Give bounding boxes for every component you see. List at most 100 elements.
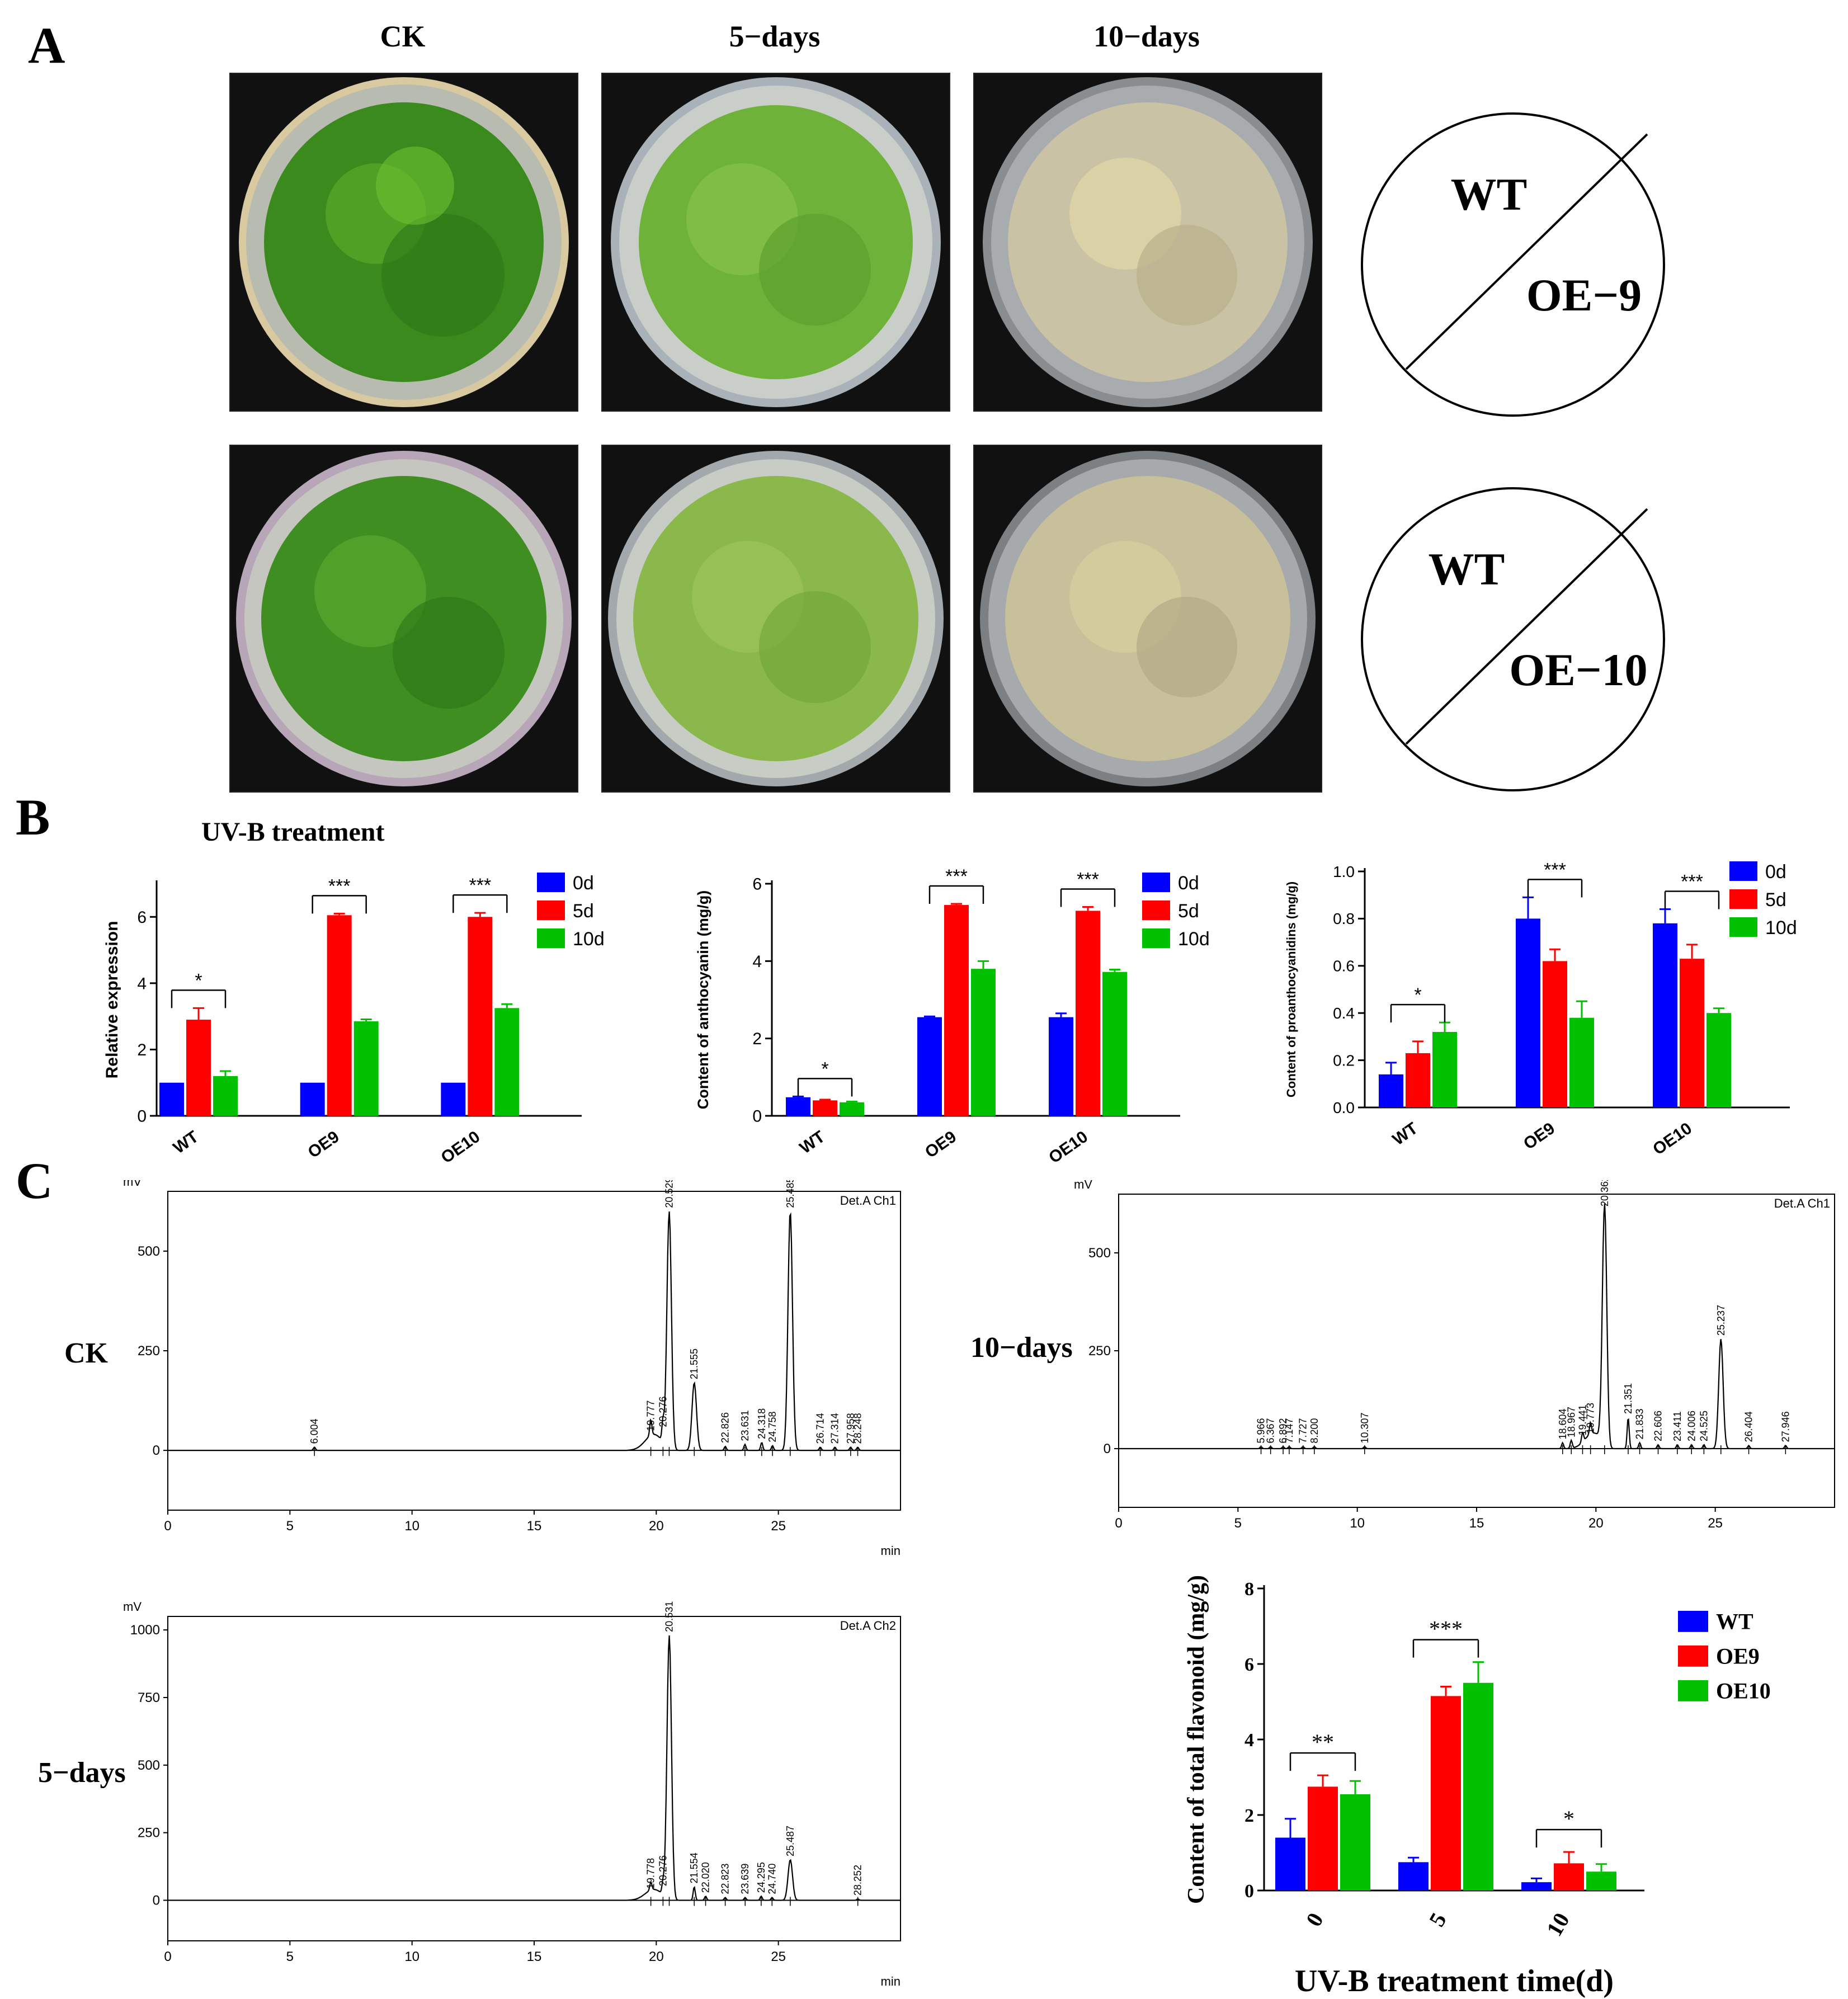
y-tick-label: 750	[138, 1690, 160, 1705]
channel-label: Det.A Ch2	[840, 1619, 896, 1633]
legend-swatch	[1678, 1646, 1708, 1667]
channel-label: Det.A Ch1	[840, 1194, 896, 1208]
bar	[1076, 911, 1100, 1116]
bar	[300, 1082, 325, 1116]
peak-label: 5.966	[1256, 1418, 1267, 1443]
channel-label: Det.A Ch1	[1774, 1196, 1830, 1210]
y-axis-label: Relative expression	[103, 921, 121, 1079]
y-tick-label: 8	[1244, 1579, 1254, 1600]
x-tick-label: 0	[164, 1949, 171, 1964]
peak-label: 19.773	[1585, 1403, 1596, 1434]
category-label: OE10	[1649, 1119, 1695, 1159]
peak-label: 27.314	[829, 1413, 841, 1444]
peak-label: 19.441	[1577, 1404, 1588, 1435]
x-tick-label: 15	[1469, 1516, 1484, 1531]
x-axis-label: UV-B treatment time(d)	[1295, 1964, 1614, 1998]
bar	[1431, 1696, 1461, 1890]
y-unit-label: mV	[1074, 1180, 1092, 1191]
peak-label: 21.555	[689, 1349, 700, 1379]
bar	[213, 1076, 238, 1116]
bar	[353, 1021, 379, 1116]
bar	[1586, 1871, 1616, 1890]
photo-10days-oe10	[973, 445, 1322, 793]
y-tick-label: 250	[1088, 1343, 1111, 1359]
peak-label: 20.276	[657, 1855, 668, 1886]
y-tick-label: 0	[1104, 1441, 1111, 1456]
y-tick-label: 1000	[130, 1623, 160, 1638]
legend-label: 0d	[1178, 873, 1199, 894]
bar	[1308, 1786, 1338, 1890]
y-tick-label: 500	[138, 1758, 160, 1773]
bar	[1680, 959, 1704, 1107]
peak-label: 20.531	[664, 1601, 675, 1632]
x-tick-label: 20	[649, 1949, 664, 1964]
peak-label: 23.639	[739, 1864, 751, 1894]
y-tick-label: 500	[1088, 1246, 1111, 1261]
y-unit-label: mV	[123, 1180, 142, 1189]
legend-swatch	[537, 928, 565, 948]
category-label: 10	[1541, 1908, 1574, 1940]
row-label-ck: CK	[64, 1337, 108, 1369]
legend-label: OE9	[1716, 1643, 1760, 1668]
uvb-treatment-title: UV-B treatment	[201, 817, 385, 847]
peak-label: 21.833	[1634, 1408, 1646, 1439]
significance-label: *	[1414, 984, 1421, 1006]
legend-swatch	[1729, 861, 1757, 881]
y-tick-label: 250	[138, 1343, 160, 1359]
bar-chart-total-flavonoid: 0 2 4 6 8 Content of total flavonoid (mg/g) 0 *…	[1184, 1575, 1771, 1998]
category-label: WT	[1389, 1119, 1421, 1149]
bar	[1102, 972, 1127, 1116]
legend-swatch	[1729, 889, 1757, 909]
y-tick-label: 2	[1244, 1805, 1254, 1826]
panel-letter-a: A	[28, 17, 65, 74]
category-label: WT	[796, 1128, 828, 1158]
y-tick-label: 0.6	[1333, 958, 1355, 975]
photo-10days-oe9	[973, 73, 1322, 412]
y-tick-label: 6	[752, 875, 762, 894]
y-tick-label: 2	[137, 1041, 147, 1059]
chromatogram-trace	[1119, 1203, 1835, 1450]
legend-oe10-label: OE−10	[1509, 644, 1647, 695]
photo-ck-oe9	[229, 73, 578, 412]
peak-label: 22.823	[720, 1864, 731, 1894]
peak-label: 25.487	[785, 1826, 796, 1856]
y-tick-label: 0.4	[1333, 1005, 1355, 1022]
category-label: OE10	[1045, 1128, 1091, 1167]
significance-label: *	[821, 1058, 828, 1079]
bar-chart-anthocyanin: 0 2 4 6 Content of anthocyanin (mg/g) WT * OE9 *…	[695, 866, 1210, 1167]
legend-wt-label: WT	[1451, 169, 1528, 220]
peak-label: 18.604	[1557, 1408, 1568, 1439]
bar	[971, 969, 996, 1116]
peak-label: 20.362	[1599, 1180, 1610, 1206]
y-tick-label: 500	[138, 1244, 160, 1259]
bar	[494, 1008, 520, 1116]
bar	[327, 915, 352, 1116]
significance-label: *	[195, 970, 202, 991]
bar	[813, 1100, 837, 1116]
legend-label: OE10	[1716, 1678, 1771, 1703]
legend-swatch	[1729, 917, 1757, 937]
category-label: OE9	[922, 1128, 960, 1162]
x-tick-label: 0	[1115, 1516, 1122, 1531]
y-tick-label: 250	[138, 1826, 160, 1841]
y-tick-label: 6	[1244, 1654, 1254, 1675]
peak-label: 25.485	[785, 1180, 796, 1208]
bar	[840, 1102, 864, 1116]
bar	[1516, 918, 1540, 1107]
peak-label: 22.020	[700, 1862, 711, 1893]
bar	[468, 917, 493, 1116]
bar	[1463, 1682, 1493, 1890]
photo-5days-oe10	[601, 445, 950, 793]
peak-label: 24.525	[1698, 1411, 1709, 1441]
peak-label: 7.147	[1284, 1418, 1295, 1443]
x-tick-label: 5	[1234, 1516, 1242, 1531]
peak-label: 26.404	[1743, 1411, 1755, 1442]
bar	[786, 1097, 810, 1116]
column-header-5days: 5−days	[729, 20, 821, 53]
peak-label: 23.631	[739, 1410, 751, 1441]
peak-label: 22.606	[1653, 1411, 1664, 1441]
peak-label: 24.006	[1686, 1411, 1697, 1441]
plot-frame	[167, 1616, 901, 1941]
x-unit-label: min	[881, 1974, 901, 1988]
bar-chart-relative-expression: 0 2 4 6 Relative expression WT * OE9 *** OE10 *** 0…	[103, 873, 605, 1167]
